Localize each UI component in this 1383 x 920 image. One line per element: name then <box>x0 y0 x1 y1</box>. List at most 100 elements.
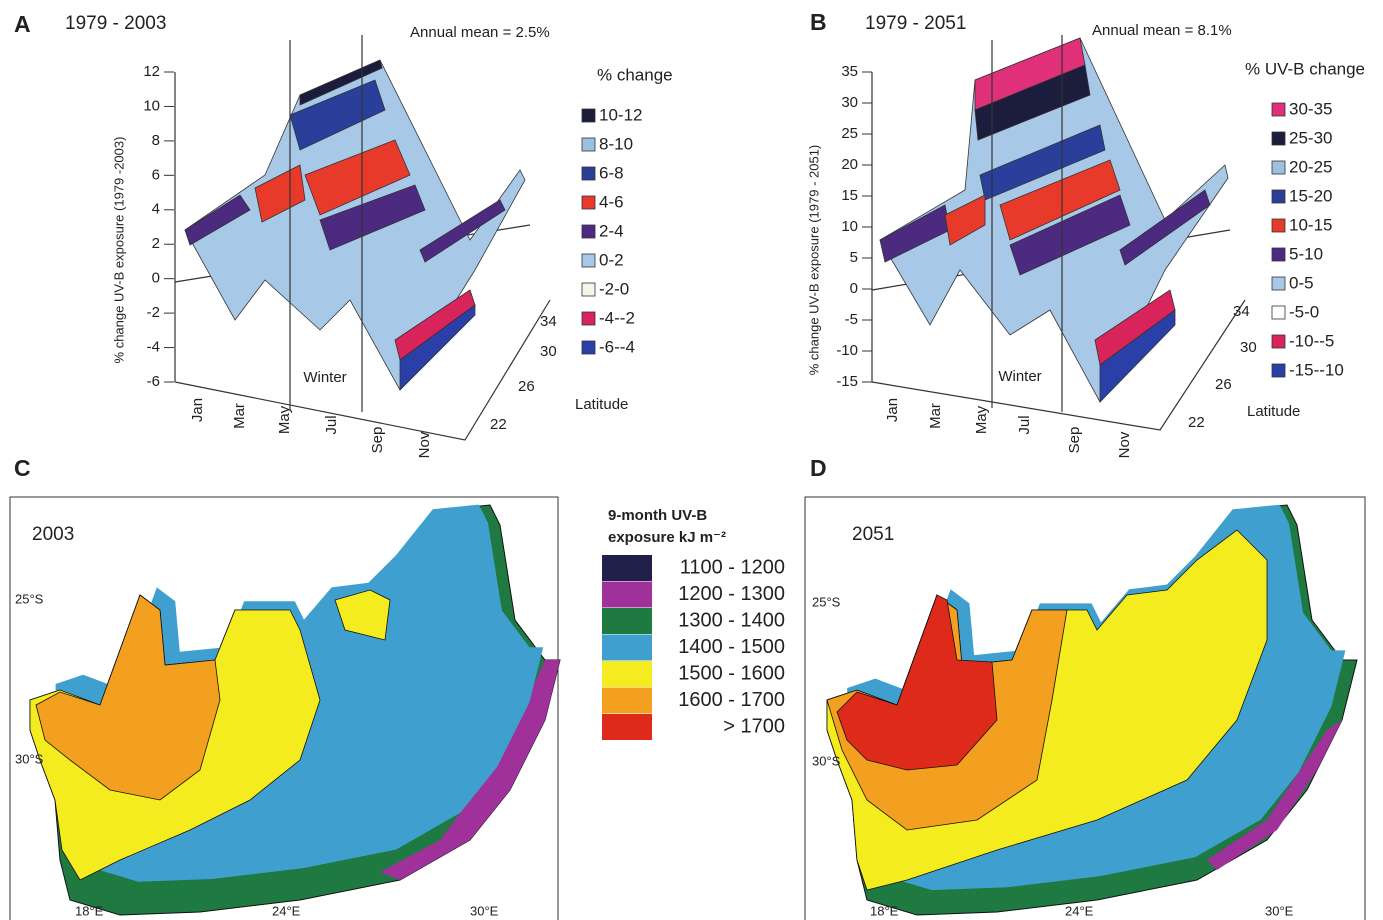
map-region <box>334 589 391 641</box>
surface-band <box>289 79 386 151</box>
latitude-tick-label: 26 <box>1215 376 1232 393</box>
legend-label: -5-0 <box>1289 302 1319 321</box>
latitude-label: Latitude <box>1247 403 1300 420</box>
surface-band <box>184 194 251 246</box>
longitude-label: 30°E <box>470 903 499 918</box>
surface-plot-a <box>174 35 551 441</box>
legend-swatch <box>581 340 596 355</box>
longitude-label: 24°E <box>272 903 301 918</box>
legend-label: 2-4 <box>599 221 624 240</box>
map-legend-swatch <box>602 608 652 634</box>
y-tick-label: 8 <box>152 132 160 149</box>
surface-band <box>254 164 306 223</box>
surface-band <box>304 139 411 216</box>
legend-label: 15-20 <box>1289 186 1332 205</box>
x-tick-label: Jul <box>323 415 340 434</box>
legend-swatch <box>1271 160 1286 175</box>
legend-swatch <box>581 224 596 239</box>
latitude-tick-label: 30 <box>1240 339 1257 356</box>
legend-title: % change <box>597 65 673 84</box>
legend-label: 30-35 <box>1289 99 1332 118</box>
latitude-label: 25°S <box>812 594 841 609</box>
y-tick-label: 10 <box>841 218 858 235</box>
legend-label: -6--4 <box>599 337 635 356</box>
legend-swatch <box>1271 102 1286 117</box>
legend-swatch <box>1271 334 1286 349</box>
y-tick-label: 25 <box>841 125 858 142</box>
y-tick-label: 2 <box>152 235 160 252</box>
surface-band <box>999 159 1121 241</box>
latitude-tick-label: 34 <box>540 313 557 330</box>
map-year: 2051 <box>852 524 894 545</box>
panel-letter: B <box>810 9 827 35</box>
legend-label: -15--10 <box>1289 360 1344 379</box>
legend-swatch <box>581 282 596 297</box>
map-d <box>804 496 1366 920</box>
y-tick-label: -5 <box>845 311 858 328</box>
latitude-tick-label: 34 <box>1233 303 1250 320</box>
longitude-label: 24°E <box>1065 903 1094 918</box>
y-tick-label: 0 <box>152 270 160 287</box>
legend-swatch <box>581 195 596 210</box>
map-region <box>35 594 221 801</box>
legend-label: 5-10 <box>1289 244 1323 263</box>
map-c <box>9 496 561 920</box>
map-legend-label: 1300 - 1400 <box>678 609 785 631</box>
legend-label: -2-0 <box>599 279 629 298</box>
surface-plot-b <box>871 35 1246 431</box>
panel-period: 1979 - 2051 <box>865 13 966 34</box>
x-tick-label: May <box>973 405 990 434</box>
latitude-tick-label: 22 <box>1188 414 1205 431</box>
y-tick-label: 12 <box>143 63 160 80</box>
y-tick-label: 35 <box>841 63 858 80</box>
longitude-label: 30°E <box>1265 903 1294 918</box>
legend-swatch <box>1271 247 1286 262</box>
y-tick-label: 20 <box>841 156 858 173</box>
floor-edge <box>174 299 551 441</box>
map-region <box>1207 720 1342 870</box>
y-axis-label: % change UV-B exposure (1979 - 2051) <box>806 145 821 376</box>
x-tick-label: Sep <box>1066 427 1083 454</box>
y-tick-label: -4 <box>147 339 160 356</box>
surface-band <box>419 199 506 263</box>
y-tick-label: -15 <box>836 373 858 390</box>
legend-swatch <box>1271 276 1286 291</box>
y-tick-label: 15 <box>841 187 858 204</box>
surface-band <box>979 124 1106 201</box>
annual-mean: Annual mean = 8.1% <box>1092 22 1232 39</box>
surface-band <box>1119 189 1211 266</box>
legend-label: 0-2 <box>599 250 624 269</box>
annual-mean: Annual mean = 2.5% <box>410 24 550 41</box>
map-legend-label: 1200 - 1300 <box>678 583 785 605</box>
map-legend-label: 1600 - 1700 <box>678 689 785 711</box>
y-tick-label: -6 <box>147 373 160 390</box>
legend-swatch <box>1271 131 1286 146</box>
y-tick-label: 4 <box>152 201 160 218</box>
panel-letter: A <box>14 11 31 37</box>
map-legend-swatch <box>602 714 652 740</box>
x-tick-label: Mar <box>927 403 944 429</box>
latitude-tick-label: 30 <box>540 343 557 360</box>
legend-swatch <box>581 108 596 123</box>
latitude-label: 25°S <box>15 591 44 606</box>
legend-label: 0-5 <box>1289 273 1314 292</box>
x-tick-label: Jan <box>189 398 206 422</box>
legend-swatch <box>581 137 596 152</box>
panel-period: 1979 - 2003 <box>65 13 166 34</box>
map-region <box>836 594 998 771</box>
y-axis-label: % change UV-B exposure (1979 -2003) <box>111 137 126 364</box>
y-tick-label: 6 <box>152 166 160 183</box>
map-legend-swatch <box>602 634 652 661</box>
legend-label: 20-25 <box>1289 157 1332 176</box>
latitude-label: Latitude <box>575 396 628 413</box>
legend-label: 10-12 <box>599 105 642 124</box>
latitude-tick-label: 26 <box>518 378 535 395</box>
legend-title: % UV-B change <box>1245 59 1365 78</box>
map-legend-label: 1400 - 1500 <box>678 636 785 658</box>
surface-band <box>319 184 426 251</box>
x-tick-label: Jul <box>1016 415 1033 434</box>
floor-edge <box>871 299 1246 431</box>
x-tick-label: Jan <box>884 398 901 422</box>
